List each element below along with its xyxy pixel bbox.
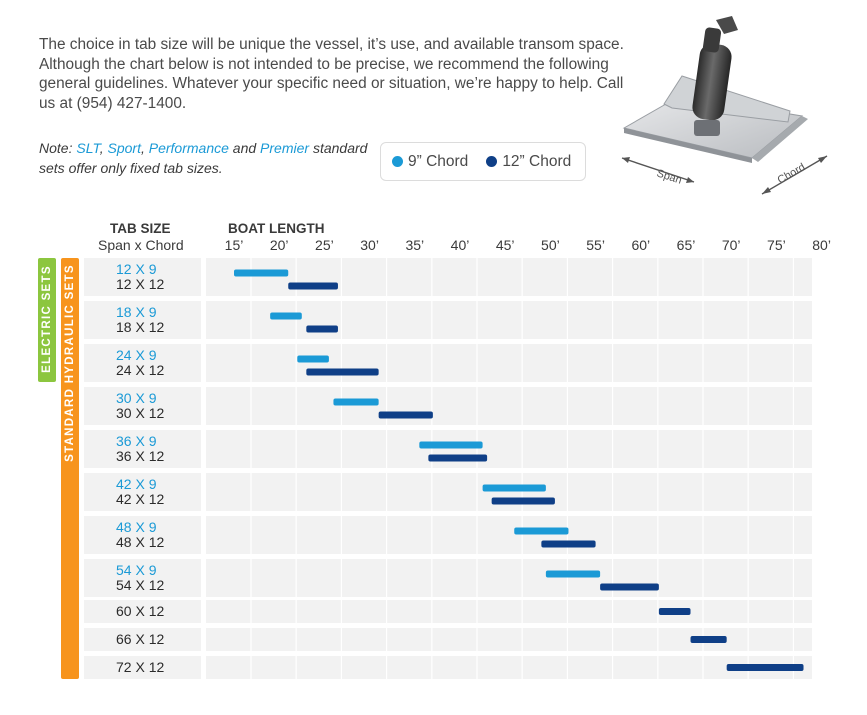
legend-item-chord9: 9” Chord: [392, 153, 468, 171]
intro-text: The choice in tab size will be unique th…: [39, 36, 624, 112]
legend-label-chord12: 12” Chord: [502, 152, 572, 170]
row-label: 60 X 12: [84, 600, 201, 623]
tab-size-12-label: 24 X 12: [116, 362, 165, 378]
x-tick-label: 15’: [224, 237, 244, 253]
row-label: 36 X 9 36 X 12: [84, 430, 201, 468]
tab-size-12-label: 48 X 12: [116, 534, 165, 550]
row-plot-background: [206, 473, 812, 511]
tab-size-12-label: 30 X 12: [116, 405, 165, 421]
x-tick-label: 65’: [676, 237, 696, 253]
note-text: Note: SLT, Sport, Performance and Premie…: [39, 138, 369, 178]
row-label: 12 X 9 12 X 12: [84, 258, 201, 296]
tab-size-9-label: 54 X 9: [116, 561, 157, 578]
row-label: 66 X 12: [84, 628, 201, 651]
tab-size-12-label: 18 X 12: [116, 319, 165, 335]
x-tick-label: 75’: [767, 237, 786, 253]
tab-size-12-label: 60 X 12: [116, 602, 165, 619]
tab-size-9-label: 48 X 9: [116, 518, 157, 535]
note-suffix: standard sets offer only fixed tab sizes…: [39, 140, 368, 176]
note-premier: Premier: [260, 140, 310, 156]
tab-size-9-label: 12 X 9: [116, 260, 157, 277]
tab-size-9-label: 42 X 9: [116, 475, 157, 492]
tab-size-12-label: 66 X 12: [116, 630, 165, 647]
row-label: 42 X 9 42 X 12: [84, 473, 201, 511]
legend-dot-chord12: [486, 156, 498, 167]
note-sport: Sport: [107, 140, 141, 156]
note-sep-1: ,: [99, 140, 108, 156]
row-plot-background: [206, 516, 812, 554]
header-span-chord: Span x Chord: [98, 237, 184, 253]
tab-size-12-label: 12 X 12: [116, 276, 165, 292]
row-plot-background: [206, 656, 812, 679]
chord-label: Chord: [776, 161, 808, 186]
x-tick-label: 70’: [721, 237, 741, 253]
span-arrow: [621, 157, 695, 183]
row-label: 30 X 9 30 X 12: [84, 387, 201, 425]
chord-arrow: [761, 155, 828, 195]
row-label: 18 X 9 18 X 12: [84, 301, 201, 339]
x-tick-label: 45’: [495, 237, 515, 253]
tab-size-12-label: 42 X 12: [116, 491, 165, 507]
x-tick-label: 25’: [315, 237, 334, 253]
electric-sets-label: ELECTRIC SETS: [41, 265, 53, 373]
row-plot-background: [206, 559, 812, 597]
tab-size-9-label: 36 X 9: [116, 432, 157, 449]
note-slt: SLT: [76, 140, 100, 156]
x-tick-label: 30’: [360, 237, 379, 253]
tab-size-12-label: 54 X 12: [116, 577, 165, 593]
x-tick-label: 60’: [631, 237, 651, 253]
legend-dot-chord9: [392, 156, 403, 167]
x-axis-title: BOAT LENGTH: [228, 221, 325, 236]
tab-size-12-label: 72 X 12: [116, 658, 165, 675]
row-label: 24 X 9 24 X 12: [84, 344, 201, 382]
row-label: 48 X 9 48 X 12: [84, 516, 201, 554]
hydraulic-sets-bar: [61, 258, 79, 679]
row-plot-background: [206, 301, 812, 339]
trim-tab-illustration: Span Chord: [621, 16, 828, 195]
legend-item-chord12: 12” Chord: [486, 153, 571, 171]
row-plot-background: [206, 258, 812, 296]
x-tick-label: 40’: [450, 237, 470, 253]
legend-label-chord9: 9” Chord: [408, 152, 469, 170]
row-label: 72 X 12: [84, 656, 201, 679]
tab-size-9-label: 18 X 9: [116, 303, 157, 320]
x-tick-label: 80’: [812, 237, 831, 253]
x-tick-label: 35’: [405, 237, 425, 253]
header-tab-size: TAB SIZE: [110, 221, 171, 236]
row-label: 54 X 9 54 X 12: [84, 559, 201, 597]
tab-size-9-label: 30 X 9: [116, 389, 157, 406]
x-tick-label: 55’: [586, 237, 605, 253]
row-plot-background: [206, 387, 812, 425]
note-and: and: [228, 140, 261, 156]
chart-legend: 9” Chord 12” Chord: [380, 142, 586, 181]
note-performance: Performance: [148, 140, 229, 156]
span-label: Span: [655, 167, 683, 186]
tab-size-12-label: 36 X 12: [116, 448, 165, 464]
electric-sets-bar: [38, 258, 56, 382]
note-prefix: Note:: [39, 140, 77, 156]
row-plot-background: [206, 628, 812, 651]
row-plot-background: [206, 344, 812, 382]
x-tick-label: 20’: [269, 237, 289, 253]
tab-size-9-label: 24 X 9: [116, 346, 157, 363]
hydraulic-sets-label: STANDARD HYDRAULIC SETS: [64, 264, 76, 462]
x-tick-label: 50’: [541, 237, 560, 253]
row-plot-background: [206, 600, 812, 623]
row-plot-background: [206, 430, 812, 468]
note-sep-2: ,: [140, 140, 149, 156]
